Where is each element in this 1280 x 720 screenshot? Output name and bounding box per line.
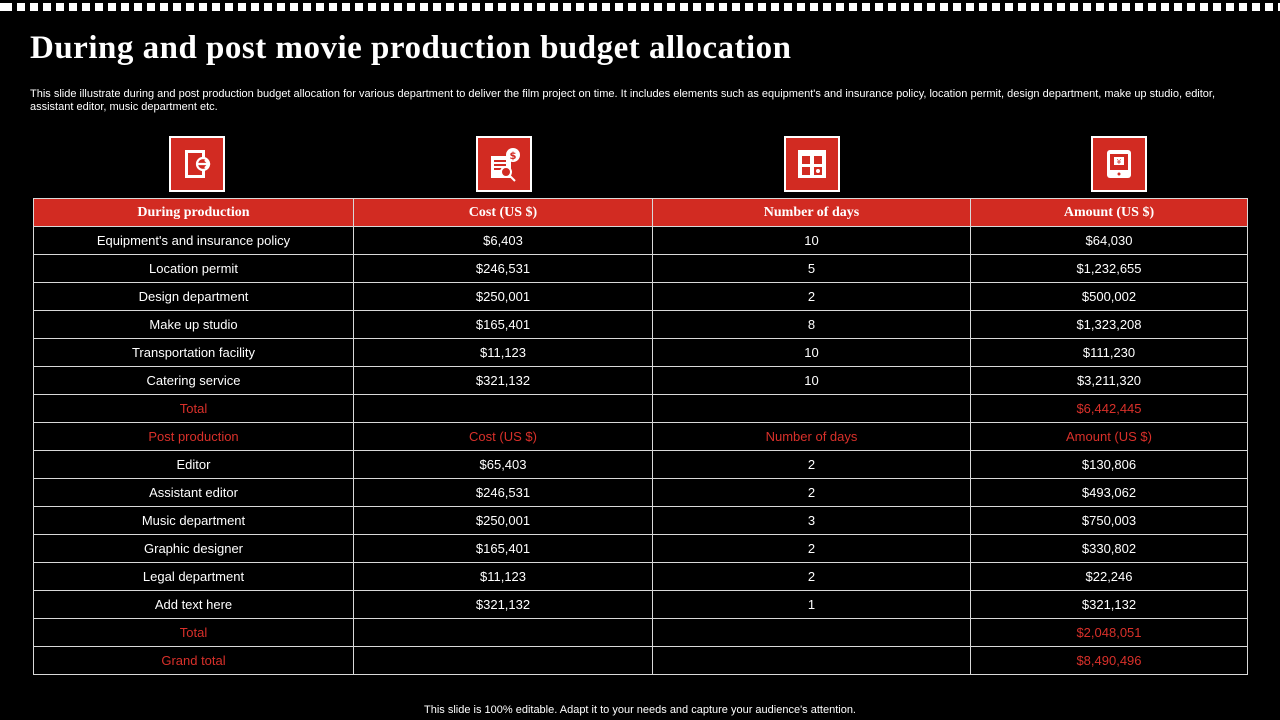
grand-total-label: Grand total <box>33 646 354 675</box>
during-total-row: Total $6,442,445 <box>33 394 1248 423</box>
cell-item: Catering service <box>33 366 354 395</box>
cell-amount: $64,030 <box>970 226 1248 255</box>
post-total-row: Total $2,048,051 <box>33 618 1248 647</box>
cell-days: 2 <box>652 478 971 507</box>
calendar-grid-icon <box>784 136 840 192</box>
table-row: Legal department $11,123 2 $22,246 <box>33 562 1248 591</box>
film-strip-border <box>0 0 1280 14</box>
post-production-header-row: Post production Cost (US $) Number of da… <box>33 422 1248 451</box>
post-header-days: Number of days <box>652 422 971 451</box>
cell-days: 2 <box>652 450 971 479</box>
cell-item: Editor <box>33 450 354 479</box>
cell-amount: $130,806 <box>970 450 1248 479</box>
cell-cost: $250,001 <box>353 282 653 311</box>
table-row: Location permit $246,531 5 $1,232,655 <box>33 254 1248 283</box>
during-total-label: Total <box>33 394 354 423</box>
cell-cost: $11,123 <box>353 338 653 367</box>
cell-cost: $165,401 <box>353 534 653 563</box>
cell-amount: $111,230 <box>970 338 1248 367</box>
cell-cost: $6,403 <box>353 226 653 255</box>
cell-days: 2 <box>652 562 971 591</box>
post-total-amount: $2,048,051 <box>970 618 1248 647</box>
table-row: Design department $250,001 2 $500,002 <box>33 282 1248 311</box>
cell-cost: $165,401 <box>353 310 653 339</box>
header-during-production: During production <box>33 198 354 227</box>
svg-text:$: $ <box>510 151 517 162</box>
cell-days: 10 <box>652 366 971 395</box>
page-title: During and post movie production budget … <box>30 30 792 66</box>
table-row: Make up studio $165,401 8 $1,323,208 <box>33 310 1248 339</box>
cell-days: 8 <box>652 310 971 339</box>
cell-amount: $1,232,655 <box>970 254 1248 283</box>
cell-amount: $3,211,320 <box>970 366 1248 395</box>
cell-item: Assistant editor <box>33 478 354 507</box>
cell-days: 2 <box>652 534 971 563</box>
exit-door-icon <box>169 136 225 192</box>
cell-days: 2 <box>652 282 971 311</box>
cell-cost: $11,123 <box>353 562 653 591</box>
cell-item: Legal department <box>33 562 354 591</box>
header-number-of-days: Number of days <box>652 198 971 227</box>
cell-cost: $246,531 <box>353 254 653 283</box>
cell-cost: $321,132 <box>353 590 653 619</box>
cell-item: Equipment's and insurance policy <box>33 226 354 255</box>
cell-item: Location permit <box>33 254 354 283</box>
during-total-amount: $6,442,445 <box>970 394 1248 423</box>
table-row: Assistant editor $246,531 2 $493,062 <box>33 478 1248 507</box>
header-cost: Cost (US $) <box>353 198 653 227</box>
grand-total-amount: $8,490,496 <box>970 646 1248 675</box>
cell-item: Music department <box>33 506 354 535</box>
mobile-payment-icon: ¥ <box>1091 136 1147 192</box>
cell-days: 1 <box>652 590 971 619</box>
cell-item: Graphic designer <box>33 534 354 563</box>
post-header-amount: Amount (US $) <box>970 422 1248 451</box>
cell-days: 5 <box>652 254 971 283</box>
header-post-production: Post production <box>33 422 354 451</box>
cell-item: Make up studio <box>33 310 354 339</box>
table-row: Catering service $321,132 10 $3,211,320 <box>33 366 1248 395</box>
empty-cell <box>353 618 653 647</box>
cell-amount: $330,802 <box>970 534 1248 563</box>
svg-text:¥: ¥ <box>1117 158 1122 166</box>
table-row: Transportation facility $11,123 10 $111,… <box>33 338 1248 367</box>
cell-days: 10 <box>652 226 971 255</box>
cell-cost: $250,001 <box>353 506 653 535</box>
header-amount: Amount (US $) <box>970 198 1248 227</box>
cell-amount: $321,132 <box>970 590 1248 619</box>
empty-cell <box>652 646 971 675</box>
cell-cost: $321,132 <box>353 366 653 395</box>
cell-amount: $500,002 <box>970 282 1248 311</box>
cell-cost: $65,403 <box>353 450 653 479</box>
grand-total-row: Grand total $8,490,496 <box>33 646 1248 675</box>
cell-cost: $246,531 <box>353 478 653 507</box>
table-row: Equipment's and insurance policy $6,403 … <box>33 226 1248 255</box>
empty-cell <box>353 646 653 675</box>
table-header-row: During production Cost (US $) Number of … <box>33 198 1248 227</box>
footer-note: This slide is 100% editable. Adapt it to… <box>424 704 856 716</box>
empty-cell <box>652 618 971 647</box>
table-row: Editor $65,403 2 $130,806 <box>33 450 1248 479</box>
table-row: Graphic designer $165,401 2 $330,802 <box>33 534 1248 563</box>
cell-item: Transportation facility <box>33 338 354 367</box>
cell-amount: $493,062 <box>970 478 1248 507</box>
cell-item: Design department <box>33 282 354 311</box>
empty-cell <box>353 394 653 423</box>
empty-cell <box>652 394 971 423</box>
cell-item: Add text here <box>33 590 354 619</box>
page-subtitle: This slide illustrate during and post pr… <box>30 88 1216 113</box>
cell-days: 3 <box>652 506 971 535</box>
budget-table: During production Cost (US $) Number of … <box>33 198 1248 675</box>
post-total-label: Total <box>33 618 354 647</box>
table-row: Music department $250,001 3 $750,003 <box>33 506 1248 535</box>
money-document-icon: $ <box>476 136 532 192</box>
table-row: Add text here $321,132 1 $321,132 <box>33 590 1248 619</box>
cell-amount: $750,003 <box>970 506 1248 535</box>
post-header-cost: Cost (US $) <box>353 422 653 451</box>
cell-amount: $1,323,208 <box>970 310 1248 339</box>
cell-amount: $22,246 <box>970 562 1248 591</box>
cell-days: 10 <box>652 338 971 367</box>
